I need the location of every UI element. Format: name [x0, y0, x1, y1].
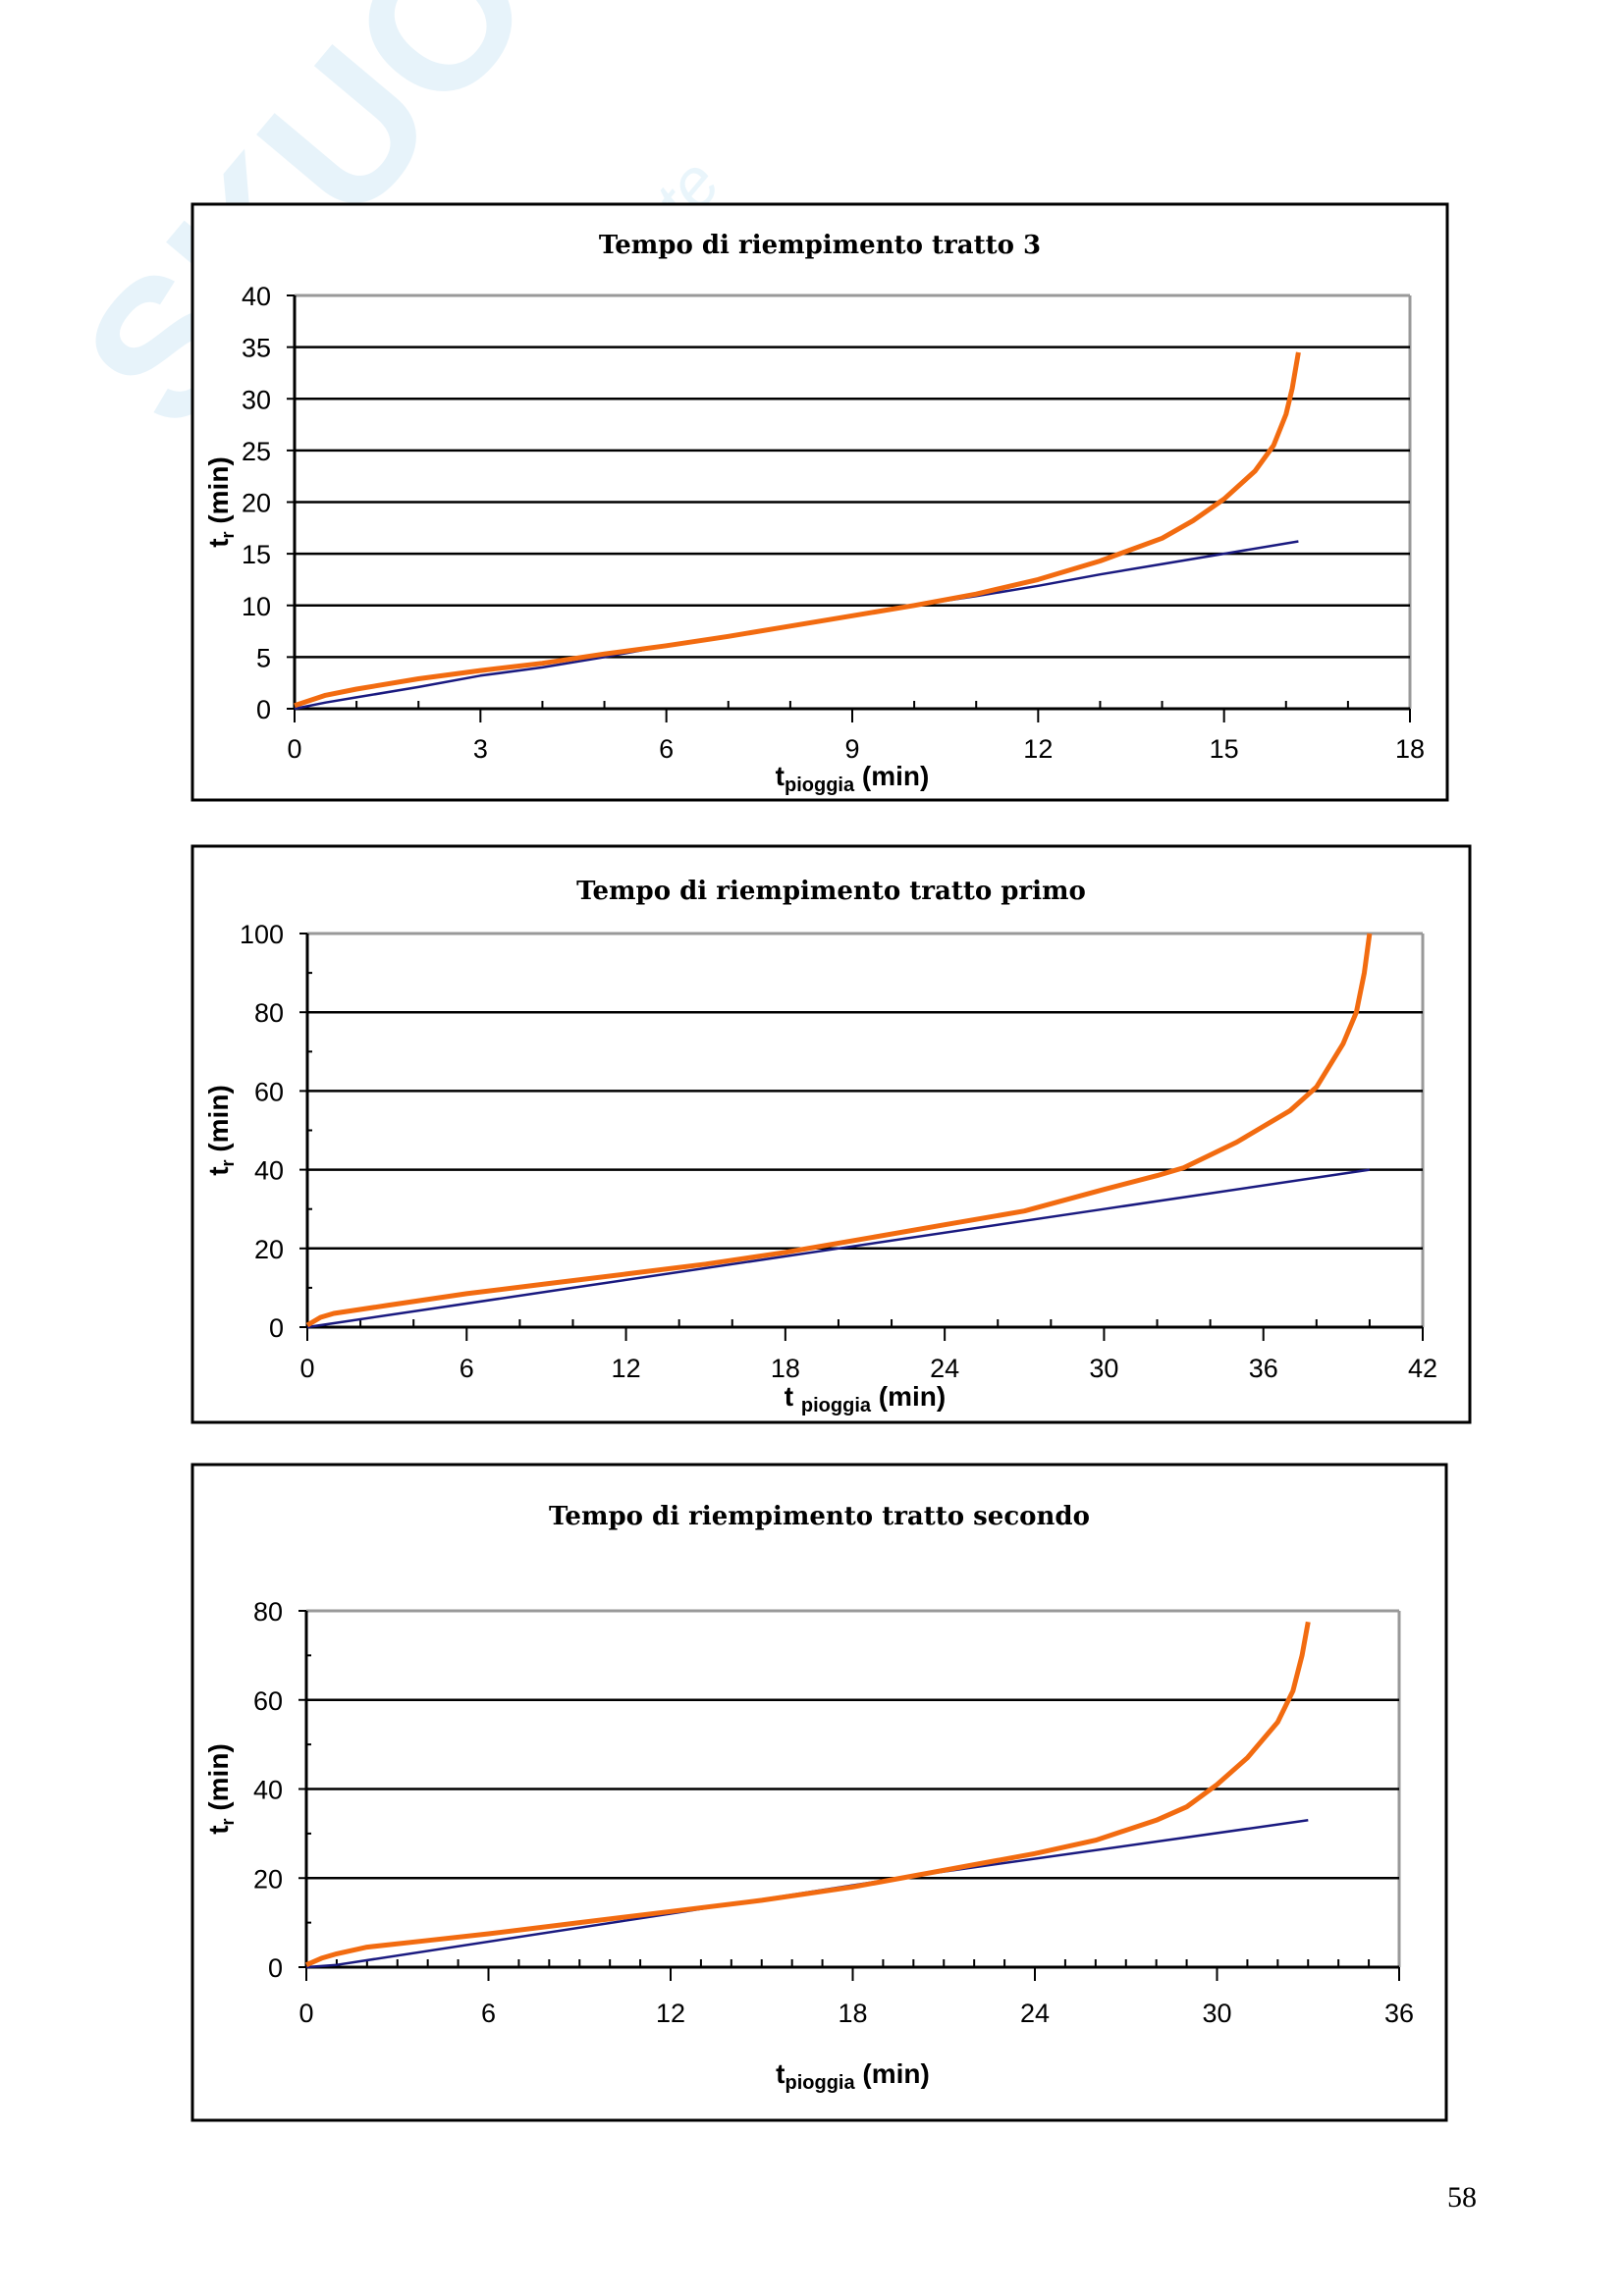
x-tick-label: 36	[1249, 1354, 1278, 1383]
chart-frame	[190, 1463, 1448, 2122]
x-tick-label: 9	[844, 734, 859, 764]
y-tick-label: 0	[256, 695, 271, 724]
chart-title: Tempo di riempimento tratto 3	[599, 231, 1041, 260]
y-tick-label: 20	[253, 1864, 283, 1894]
x-tick-label: 0	[298, 1999, 313, 2028]
y-tick-label: 80	[253, 1597, 283, 1627]
x-tick-label: 12	[612, 1354, 641, 1383]
y-label-main: t	[203, 1166, 234, 1175]
x-label-unit: (min)	[871, 1381, 946, 1412]
x-label-main: t	[785, 1381, 801, 1412]
x-tick-label: 30	[1202, 1999, 1231, 2028]
y-tick-label: 60	[253, 1686, 283, 1716]
y-tick-label: 10	[242, 592, 271, 621]
y-axis-label: tr (min)	[203, 456, 238, 548]
series-line-orange	[305, 933, 1373, 1328]
y-label-main: t	[203, 538, 234, 547]
y-label-sub: r	[218, 1818, 238, 1825]
x-tick-label: 18	[771, 1354, 800, 1383]
y-tick-label: 40	[242, 282, 271, 311]
y-tick-label: 35	[242, 334, 271, 363]
x-axis-label: tpioggia (min)	[776, 761, 930, 796]
y-label-unit: (min)	[203, 1085, 234, 1159]
x-tick-label: 24	[1020, 1999, 1050, 2028]
x-axis-label: t pioggia (min)	[785, 1381, 946, 1416]
y-label-unit: (min)	[203, 1743, 234, 1818]
x-tick-label: 12	[656, 1999, 685, 2028]
y-tick-label: 20	[242, 489, 271, 518]
y-tick-label: 60	[254, 1077, 284, 1106]
x-tick-label: 6	[460, 1354, 474, 1383]
y-tick-label: 100	[240, 920, 284, 949]
series-line-orange	[304, 1621, 1311, 1967]
chart-title: Tempo di riempimento tratto primo	[576, 877, 1086, 906]
y-tick-label: 40	[254, 1156, 284, 1186]
x-tick-label: 12	[1023, 734, 1053, 764]
x-tick-label: 18	[1395, 734, 1425, 764]
series-line-blue	[306, 1168, 1371, 1329]
page-number: 58	[1447, 2181, 1477, 2214]
x-label-unit: (min)	[854, 761, 929, 791]
y-tick-label: 30	[242, 385, 271, 414]
x-tick-label: 24	[930, 1354, 959, 1383]
chart-3: Tempo di riempimento tratto secondo 0 6 12 1…	[190, 1463, 1448, 2122]
y-axis-label: tr (min)	[203, 1743, 238, 1835]
x-tick-label: 18	[838, 1999, 867, 2028]
y-axis-label: tr (min)	[203, 1085, 238, 1176]
x-label-sub: pioggia	[801, 1395, 872, 1416]
y-label-sub: r	[218, 531, 238, 538]
series-line-orange	[294, 351, 1301, 709]
chart-1: Tempo di riempimento tratto 3 0 3 6 9 12 15 18 0…	[190, 202, 1449, 802]
x-tick-label: 0	[299, 1354, 314, 1383]
y-tick-label: 20	[254, 1235, 284, 1264]
y-tick-label: 0	[268, 1953, 283, 1983]
x-tick-label: 6	[659, 734, 674, 764]
chart-2: Tempo di riempimento tratto primo 0 6 12 18 2…	[190, 844, 1472, 1424]
y-tick-label: 80	[254, 998, 284, 1028]
y-label-unit: (min)	[203, 456, 234, 531]
x-tick-label: 0	[287, 734, 301, 764]
x-label-unit: (min)	[855, 2058, 930, 2089]
y-tick-label: 40	[253, 1776, 283, 1805]
y-tick-label: 25	[242, 437, 271, 466]
x-axis-label: tpioggia (min)	[776, 2058, 930, 2094]
y-label-sub: r	[218, 1159, 238, 1166]
y-tick-label: 5	[256, 643, 271, 672]
y-label-main: t	[203, 1825, 234, 1834]
chart-title: Tempo di riempimento tratto secondo	[549, 1502, 1090, 1531]
x-tick-label: 3	[473, 734, 488, 764]
y-tick-label: 0	[269, 1313, 284, 1343]
x-label-sub: pioggia	[785, 2072, 856, 2094]
x-tick-label: 42	[1408, 1354, 1437, 1383]
x-label-sub: pioggia	[785, 774, 855, 796]
x-tick-label: 6	[481, 1999, 496, 2028]
y-tick-label: 15	[242, 540, 271, 569]
x-tick-label: 30	[1089, 1354, 1118, 1383]
x-tick-label: 36	[1384, 1999, 1414, 2028]
x-tick-label: 15	[1210, 734, 1239, 764]
x-label-main: t	[776, 761, 785, 791]
x-label-main: t	[776, 2058, 785, 2089]
